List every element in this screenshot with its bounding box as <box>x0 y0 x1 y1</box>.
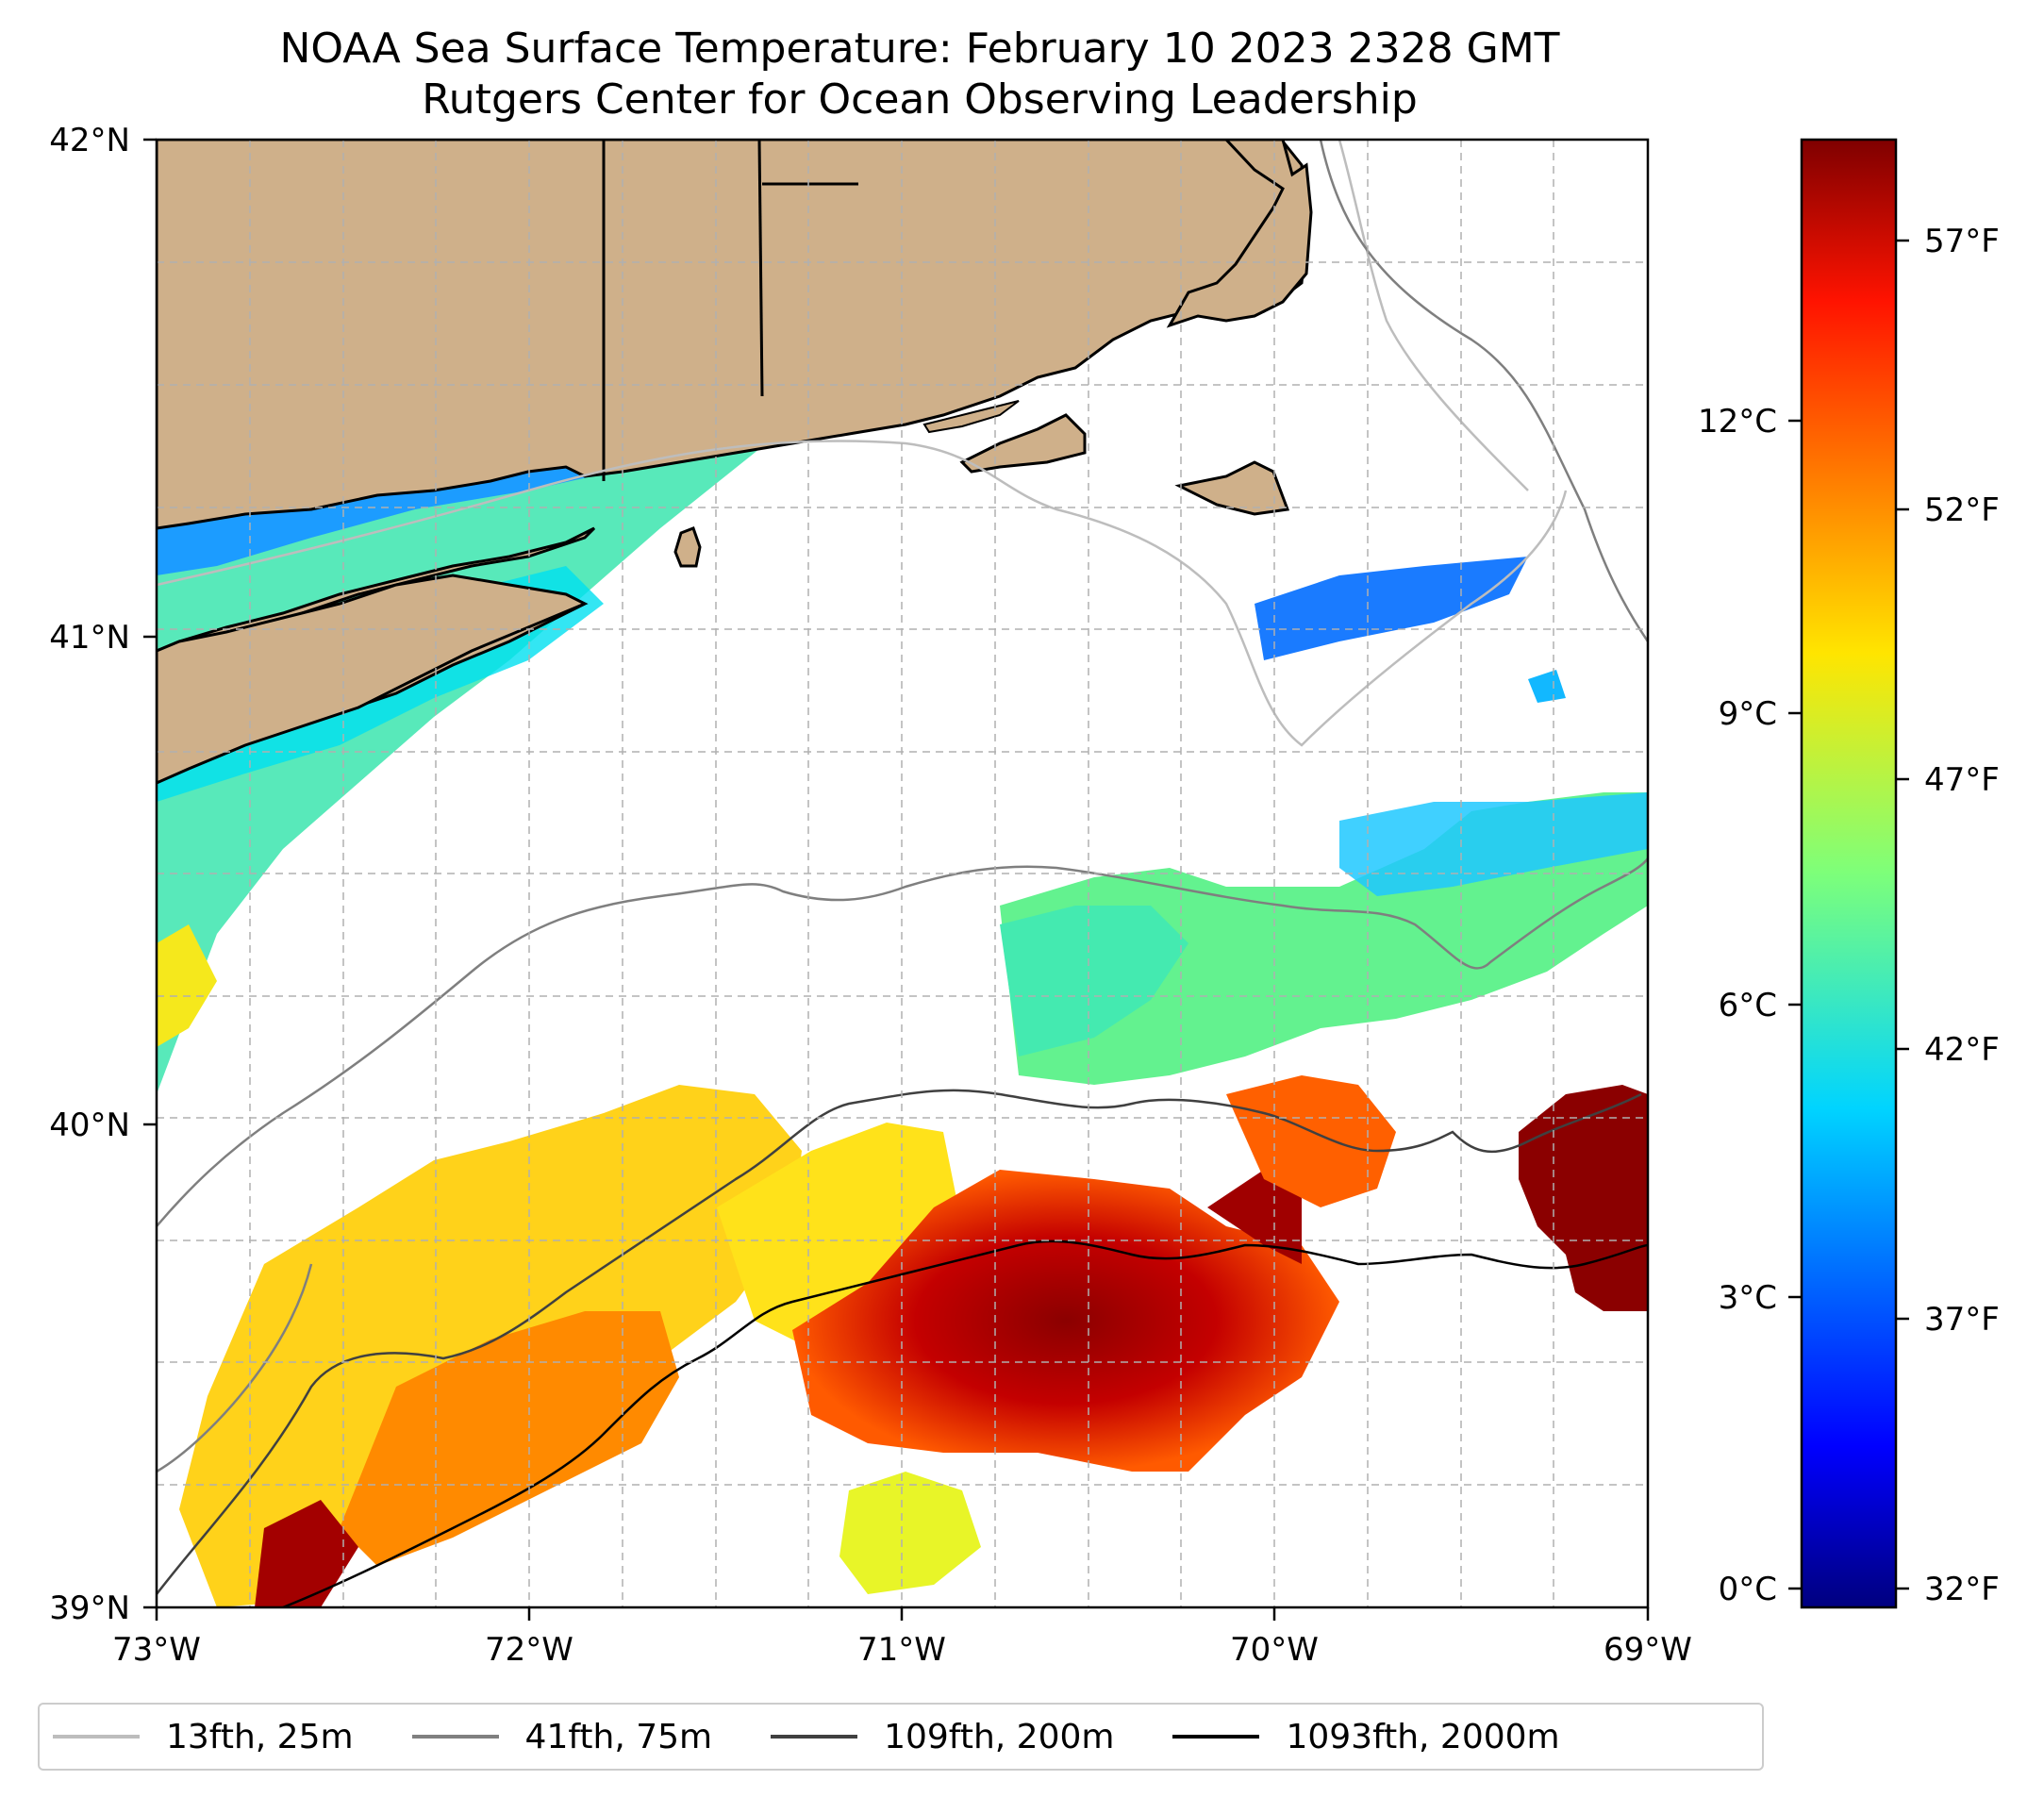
sst-warm-orange-west <box>340 1311 679 1566</box>
sst-warm-orange-east <box>1226 1075 1396 1207</box>
sst-warm-west-edge <box>157 924 217 1047</box>
lat-axis: 42°N 41°N 40°N 39°N <box>49 122 157 1627</box>
colorbar-celsius-label: 12°C <box>1698 403 1777 441</box>
contour-25m <box>157 140 1568 747</box>
legend-item-75m: 41fth, 75m <box>411 1717 713 1756</box>
colorbar-fahrenheit-label: 52°F <box>1924 491 2000 529</box>
sst-cold-patch-east <box>1528 670 1566 703</box>
colorbar-fahrenheit-label: 57°F <box>1924 223 2000 260</box>
colorbar-celsius-label: 6°C <box>1719 987 1777 1024</box>
legend-item-200m: 109fth, 200m <box>771 1718 1114 1756</box>
lat-tick-label: 40°N <box>49 1106 130 1144</box>
legend-item-25m: 13fth, 25m <box>53 1718 354 1756</box>
colorbar-fahrenheit-label: 37°F <box>1924 1301 2000 1339</box>
lon-tick-label: 69°W <box>1604 1631 1692 1669</box>
colorbar-celsius-label: 0°C <box>1719 1571 1777 1608</box>
legend-line-icon <box>771 1735 858 1739</box>
sst-shelf-cyan-east <box>1339 792 1648 896</box>
border-ct-ri <box>757 140 764 397</box>
sst-yellow-south-strip <box>839 1472 981 1594</box>
legend-line-icon <box>1172 1735 1260 1739</box>
contour-2000m <box>282 1240 1648 1607</box>
legend-item-2000m: 1093fth, 2000m <box>1172 1717 1560 1756</box>
contour-75m <box>157 140 1648 1473</box>
sst-shelf-band-mid <box>1000 906 1188 1057</box>
lon-tick-label: 73°W <box>112 1631 201 1669</box>
land-marthas-vineyard <box>959 413 1087 474</box>
colorbar: 12°C 9°C 6°C 3°C 0°C 57°F 52°F 47°F 42°F… <box>1698 138 2000 1609</box>
sst-nearshore-band <box>157 358 849 1094</box>
sst-hot-core-central <box>792 1170 1339 1472</box>
gridlines <box>157 140 1648 1607</box>
contour-legend: 13fth, 25m 41fth, 75m 109fth, 200m 1093f… <box>38 1703 1764 1771</box>
lon-tick-label: 70°W <box>1230 1631 1319 1669</box>
land-nantucket <box>1174 460 1290 516</box>
colorbar-fahrenheit-label: 42°F <box>1924 1031 2000 1069</box>
land-block-island <box>673 526 702 568</box>
legend-label: 13fth, 25m <box>166 1717 354 1756</box>
lon-axis: 73°W 72°W 71°W 70°W 69°W <box>112 1607 1692 1669</box>
map-subtitle: Rutgers Center for Ocean Observing Leade… <box>422 75 1418 124</box>
colorbar-celsius-label: 9°C <box>1719 695 1777 733</box>
colorbar-fahrenheit-axis: 57°F 52°F 47°F 42°F 37°F 32°F <box>1896 223 2000 1608</box>
legend-label: 1093fth, 2000m <box>1286 1717 1560 1756</box>
sst-nantucket-shoals <box>1255 557 1528 660</box>
colorbar-fahrenheit-label: 47°F <box>1924 761 2000 799</box>
colorbar-fahrenheit-label: 32°F <box>1924 1571 2000 1608</box>
lon-tick-label: 71°W <box>857 1631 946 1669</box>
colorbar-celsius-axis: 12°C 9°C 6°C 3°C 0°C <box>1698 403 1802 1608</box>
legend-line-icon <box>411 1735 499 1739</box>
map-canvas <box>157 140 1648 1607</box>
lon-tick-label: 72°W <box>485 1631 573 1669</box>
contour-200m <box>157 1089 1642 1595</box>
legend-label: 109fth, 200m <box>884 1717 1115 1756</box>
lat-tick-label: 39°N <box>49 1589 130 1627</box>
legend-line-icon <box>53 1735 140 1739</box>
lat-tick-label: 42°N <box>49 122 130 159</box>
colorbar-celsius-label: 3°C <box>1719 1279 1777 1317</box>
land-cape-cod-arm <box>1166 140 1313 328</box>
land-long-island-body <box>157 574 589 785</box>
sst-hot-southwest <box>255 1500 358 1607</box>
sst-hot-northeast-lobe <box>1207 1170 1302 1264</box>
map-title: NOAA Sea Surface Temperature: February 1… <box>279 25 1560 73</box>
legend-label: 41fth, 75m <box>524 1717 713 1756</box>
lat-tick-label: 41°N <box>49 619 130 657</box>
colorbar-gradient <box>1800 138 1898 1609</box>
